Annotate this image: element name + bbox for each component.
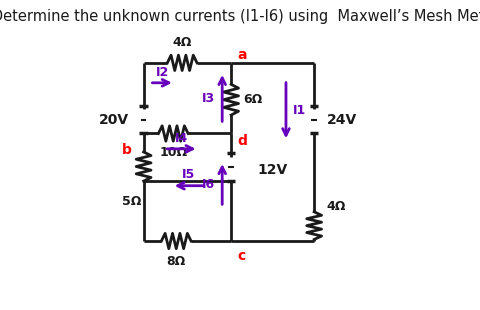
Text: a: a <box>237 48 247 62</box>
Text: I2: I2 <box>156 65 169 78</box>
Text: 24V: 24V <box>327 113 358 127</box>
Text: I1: I1 <box>293 104 306 117</box>
Text: 4Ω: 4Ω <box>172 36 192 49</box>
Text: d: d <box>237 134 247 148</box>
Text: I4: I4 <box>175 132 188 144</box>
Text: I6: I6 <box>202 178 216 191</box>
Text: b: b <box>122 143 132 157</box>
Text: 20V: 20V <box>99 113 129 127</box>
Text: 4Ω: 4Ω <box>327 200 346 213</box>
Text: 1.   Determine the unknown currents (I1-I6) using  Maxwell’s Mesh Method.: 1. Determine the unknown currents (I1-I6… <box>0 9 480 24</box>
Text: 8Ω: 8Ω <box>167 255 186 268</box>
Text: I5: I5 <box>182 168 195 181</box>
Text: c: c <box>237 249 245 264</box>
Text: 10Ω: 10Ω <box>159 146 187 159</box>
Text: I3: I3 <box>202 92 216 105</box>
Text: 6Ω: 6Ω <box>243 93 262 106</box>
Text: 5Ω: 5Ω <box>122 195 142 208</box>
Text: 12V: 12V <box>258 163 288 177</box>
